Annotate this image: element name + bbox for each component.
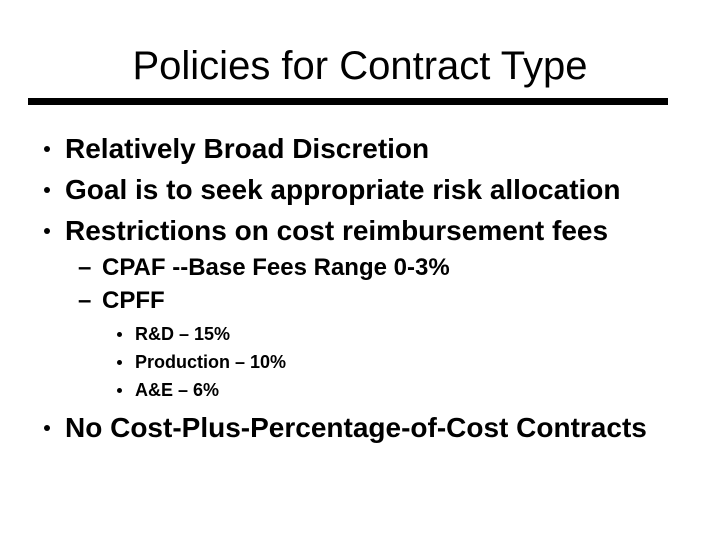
bullet-dash-icon: – [78,253,92,281]
bullet-dot-icon [117,331,122,337]
list-item: Goal is to seek appropriate risk allocat… [0,169,720,210]
bullet-dot-icon [44,424,50,431]
bullet-dot-icon [117,359,122,365]
bullet-dot-icon [44,186,50,193]
bullet-text: Relatively Broad Discretion [65,132,430,164]
bullet-text: A&E – 6% [135,379,220,400]
page-title: Policies for Contract Type [132,44,588,88]
bullet-text: CPAF --Base Fees Range 0-3% [102,253,450,281]
bullet-text: CPFF [102,286,165,314]
bullet-dash-icon: – [78,286,92,314]
bullet-dot-icon [44,227,50,234]
list-item: No Cost-Plus-Percentage-of-Cost Contract… [0,407,720,448]
bullet-dot-icon [117,387,122,393]
sub-sub-list-item: A&E – 6% [0,376,720,404]
bullet-text: Goal is to seek appropriate risk allocat… [65,173,621,205]
sub-list-item: – CPAF --Base Fees Range 0-3% [0,251,720,284]
title-underline [28,98,668,105]
bullet-text: R&D – 15% [135,323,231,344]
sub-sub-list-item: Production – 10% [0,348,720,376]
bullet-text: Production – 10% [135,351,287,372]
bullet-dot-icon [44,145,50,152]
sub-list-item: – CPFF [0,284,720,317]
list-item: Restrictions on cost reimbursement fees [0,210,720,251]
list-item: Relatively Broad Discretion [0,128,720,169]
sub-sub-list-item: R&D – 15% [0,320,720,348]
bullet-text: Restrictions on cost reimbursement fees [65,214,609,246]
bullet-list: Relatively Broad Discretion Goal is to s… [0,128,720,448]
bullet-text: No Cost-Plus-Percentage-of-Cost Contract… [65,411,647,443]
